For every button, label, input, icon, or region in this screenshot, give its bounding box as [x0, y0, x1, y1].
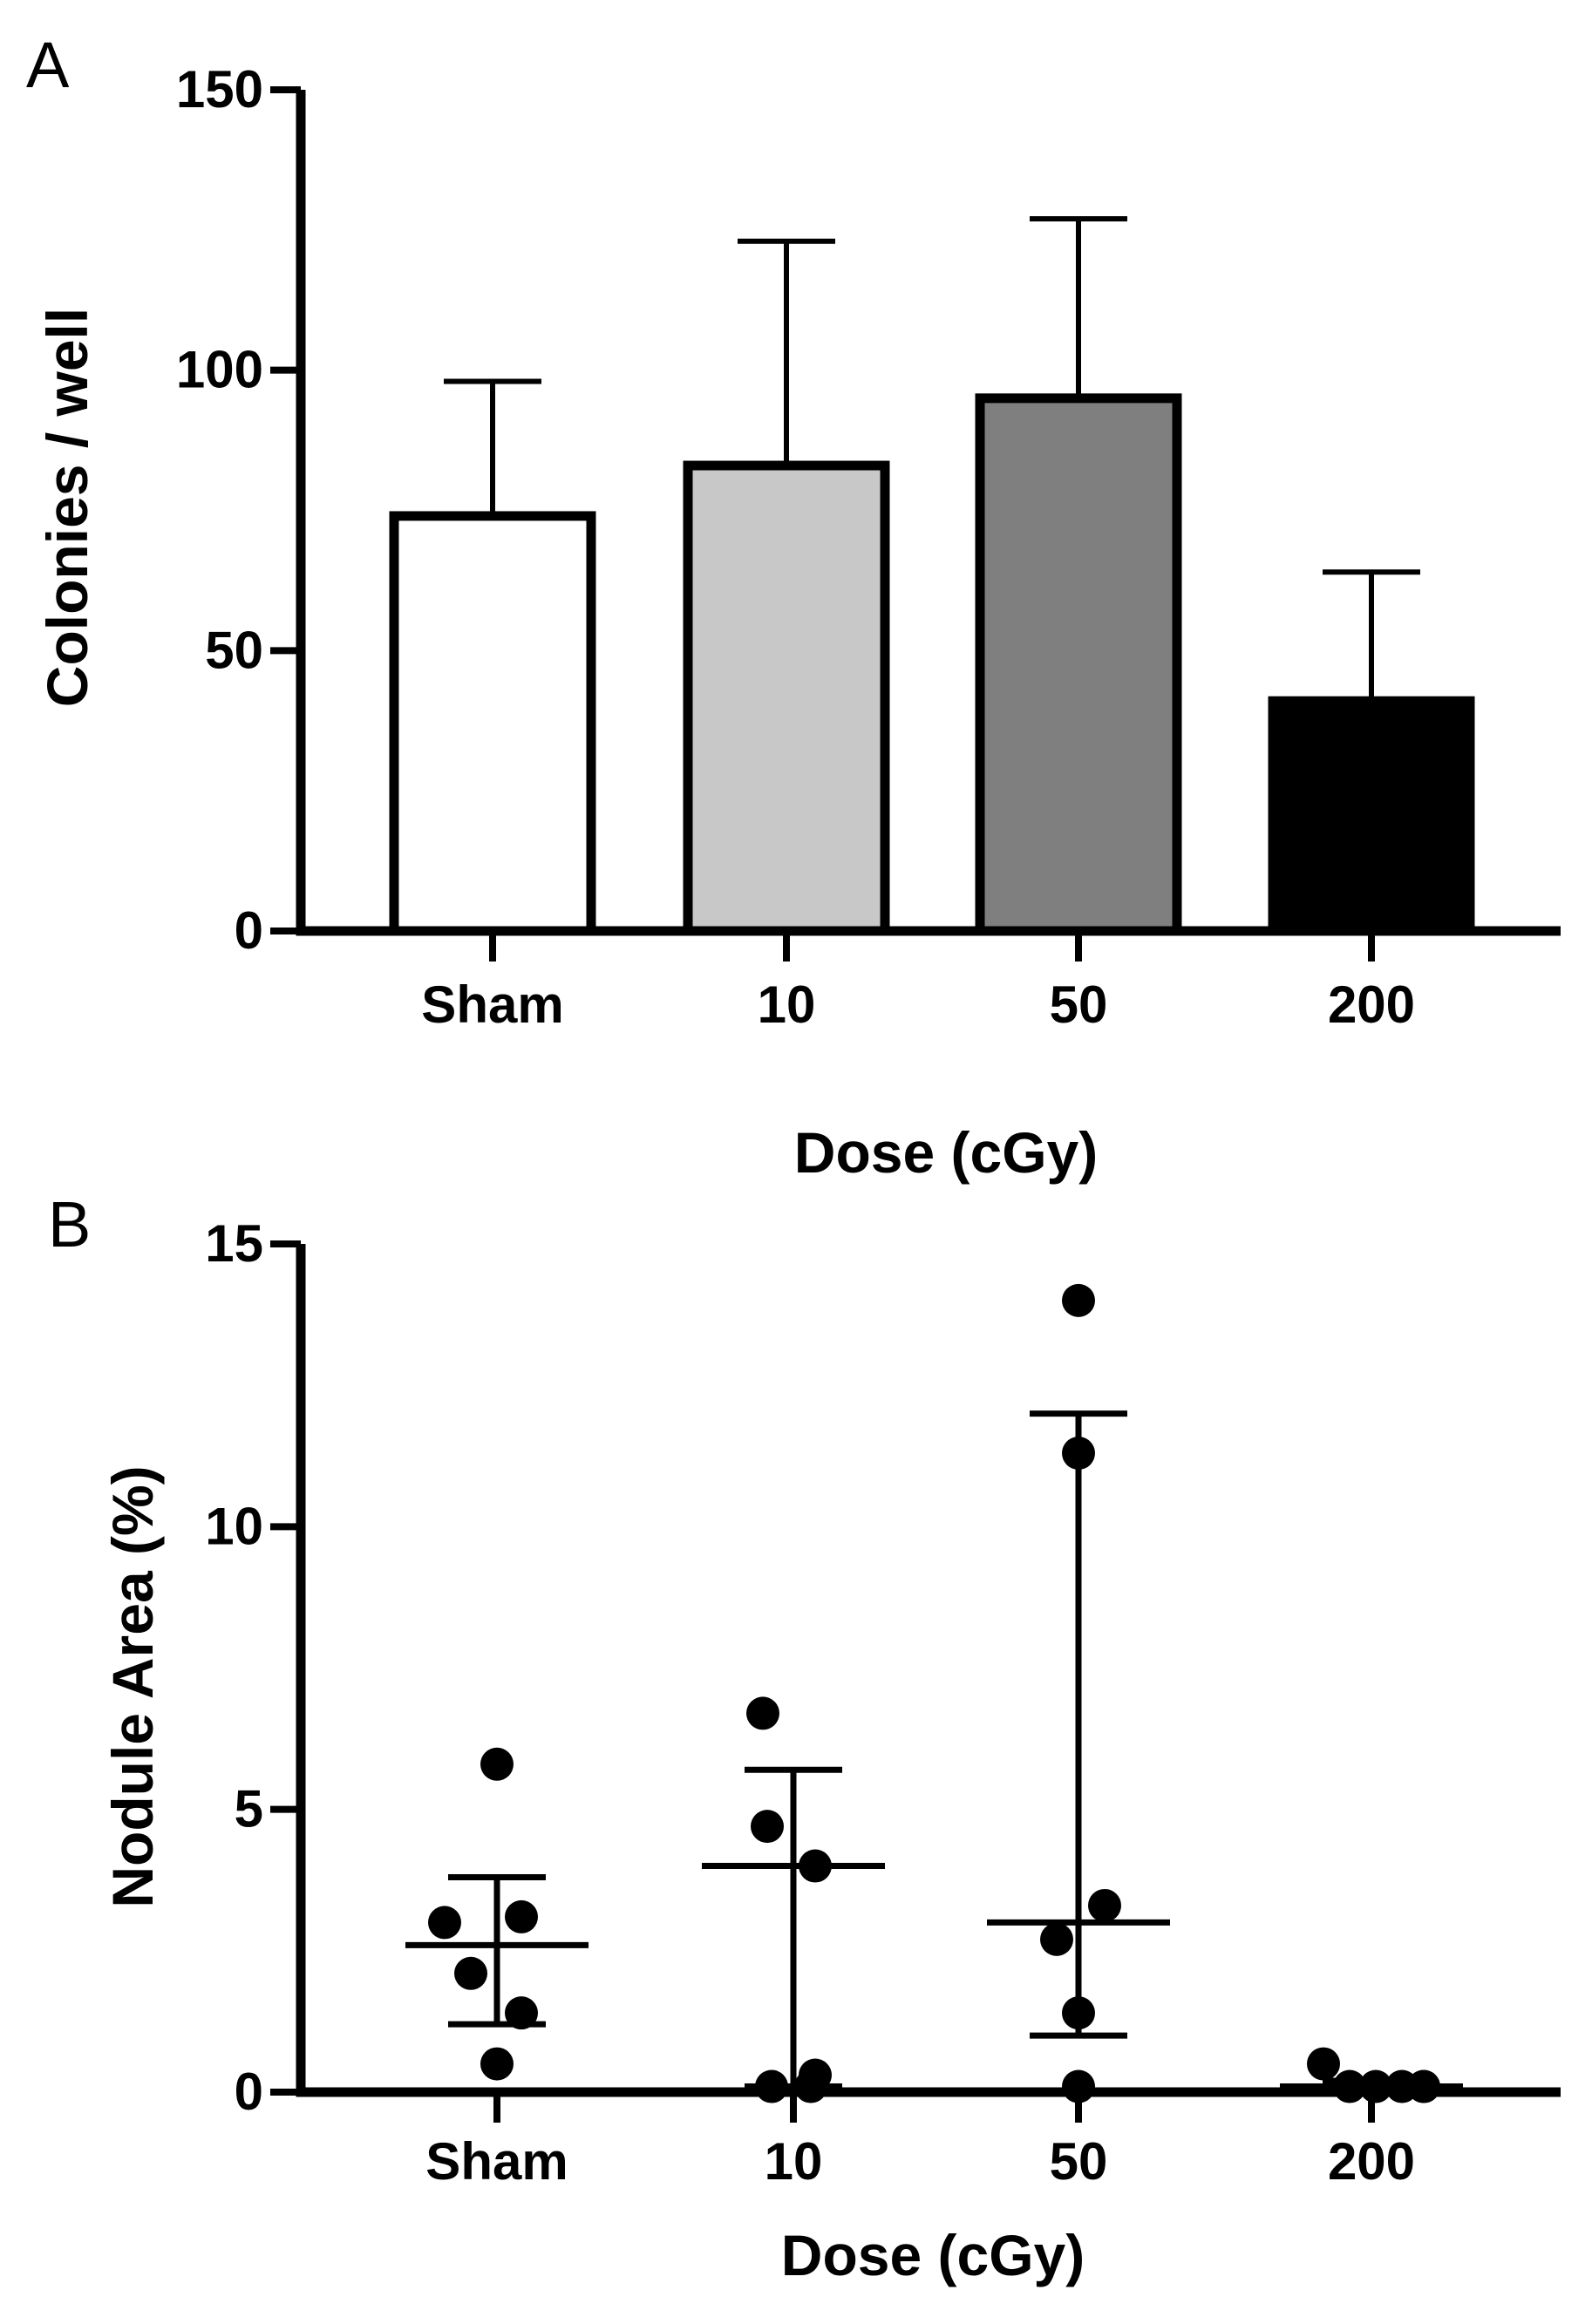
panel-a-y-axis-title: Colonies / well — [35, 308, 99, 707]
data-point-10 — [755, 2069, 788, 2103]
panel-a: A 0 50 100 150 Sham 10 50 200 Dose (cGy) Coloni… — [26, 29, 1561, 1185]
panel-a-label: A — [26, 29, 70, 101]
y-tick-label: 0 — [235, 901, 263, 960]
x-tick-label: 50 — [1050, 2132, 1108, 2191]
panel-a-x-axis-title: Dose (cGy) — [794, 1120, 1098, 1185]
data-point-10 — [751, 1810, 784, 1844]
panel-b: B 0 5 10 15 Sham 10 50 200 Dose (cGy) Nodule Ar… — [48, 1188, 1561, 2287]
x-tick-label: 200 — [1328, 2132, 1415, 2191]
bar-sham — [389, 511, 596, 936]
bar-200 — [1268, 696, 1475, 936]
bar-10 — [683, 460, 890, 936]
data-point-50 — [1062, 1283, 1095, 1317]
data-point-200 — [1307, 2047, 1340, 2081]
data-point-50 — [1062, 1437, 1095, 1471]
x-tick-label: Sham — [425, 2132, 568, 2191]
data-point-sham — [480, 1747, 514, 1781]
data-point-10 — [746, 1696, 779, 1730]
y-tick-label: 5 — [235, 1780, 263, 1838]
panel-b-label: B — [48, 1188, 91, 1261]
y-tick-label: 100 — [176, 341, 263, 399]
data-point-10 — [799, 1849, 832, 1883]
data-point-sham — [454, 1956, 487, 1990]
x-tick-label: 50 — [1050, 975, 1108, 1034]
y-tick-label: 50 — [205, 621, 263, 679]
x-tick-label: 10 — [758, 975, 816, 1034]
data-point-sham — [480, 2047, 514, 2081]
data-point-200 — [1407, 2069, 1440, 2103]
x-tick-label: Sham — [421, 975, 563, 1034]
panel-b-marks: 0 5 10 15 Sham 10 50 200 — [205, 1214, 1561, 2191]
panel-a-marks: 0 50 100 150 Sham 10 50 200 — [176, 60, 1561, 1034]
data-point-sham — [428, 1906, 461, 1940]
y-tick-label: 10 — [205, 1497, 263, 1555]
data-point-50 — [1062, 1996, 1095, 2030]
data-point-50 — [1088, 1888, 1121, 1922]
panel-b-x-axis-title: Dose (cGy) — [781, 2223, 1085, 2287]
y-tick-label: 150 — [176, 60, 263, 119]
bar-50 — [975, 393, 1182, 936]
data-point-sham — [505, 1899, 538, 1933]
data-point-sham — [505, 1996, 538, 2030]
y-tick-label: 15 — [205, 1214, 263, 1273]
data-point-10 — [794, 2069, 827, 2103]
panel-b-y-axis-title: Nodule Area (%) — [100, 1465, 165, 1907]
x-tick-label: 10 — [765, 2132, 823, 2191]
y-tick-label: 0 — [235, 2062, 263, 2121]
data-point-50 — [1040, 1922, 1073, 1956]
x-tick-label: 200 — [1328, 975, 1415, 1034]
